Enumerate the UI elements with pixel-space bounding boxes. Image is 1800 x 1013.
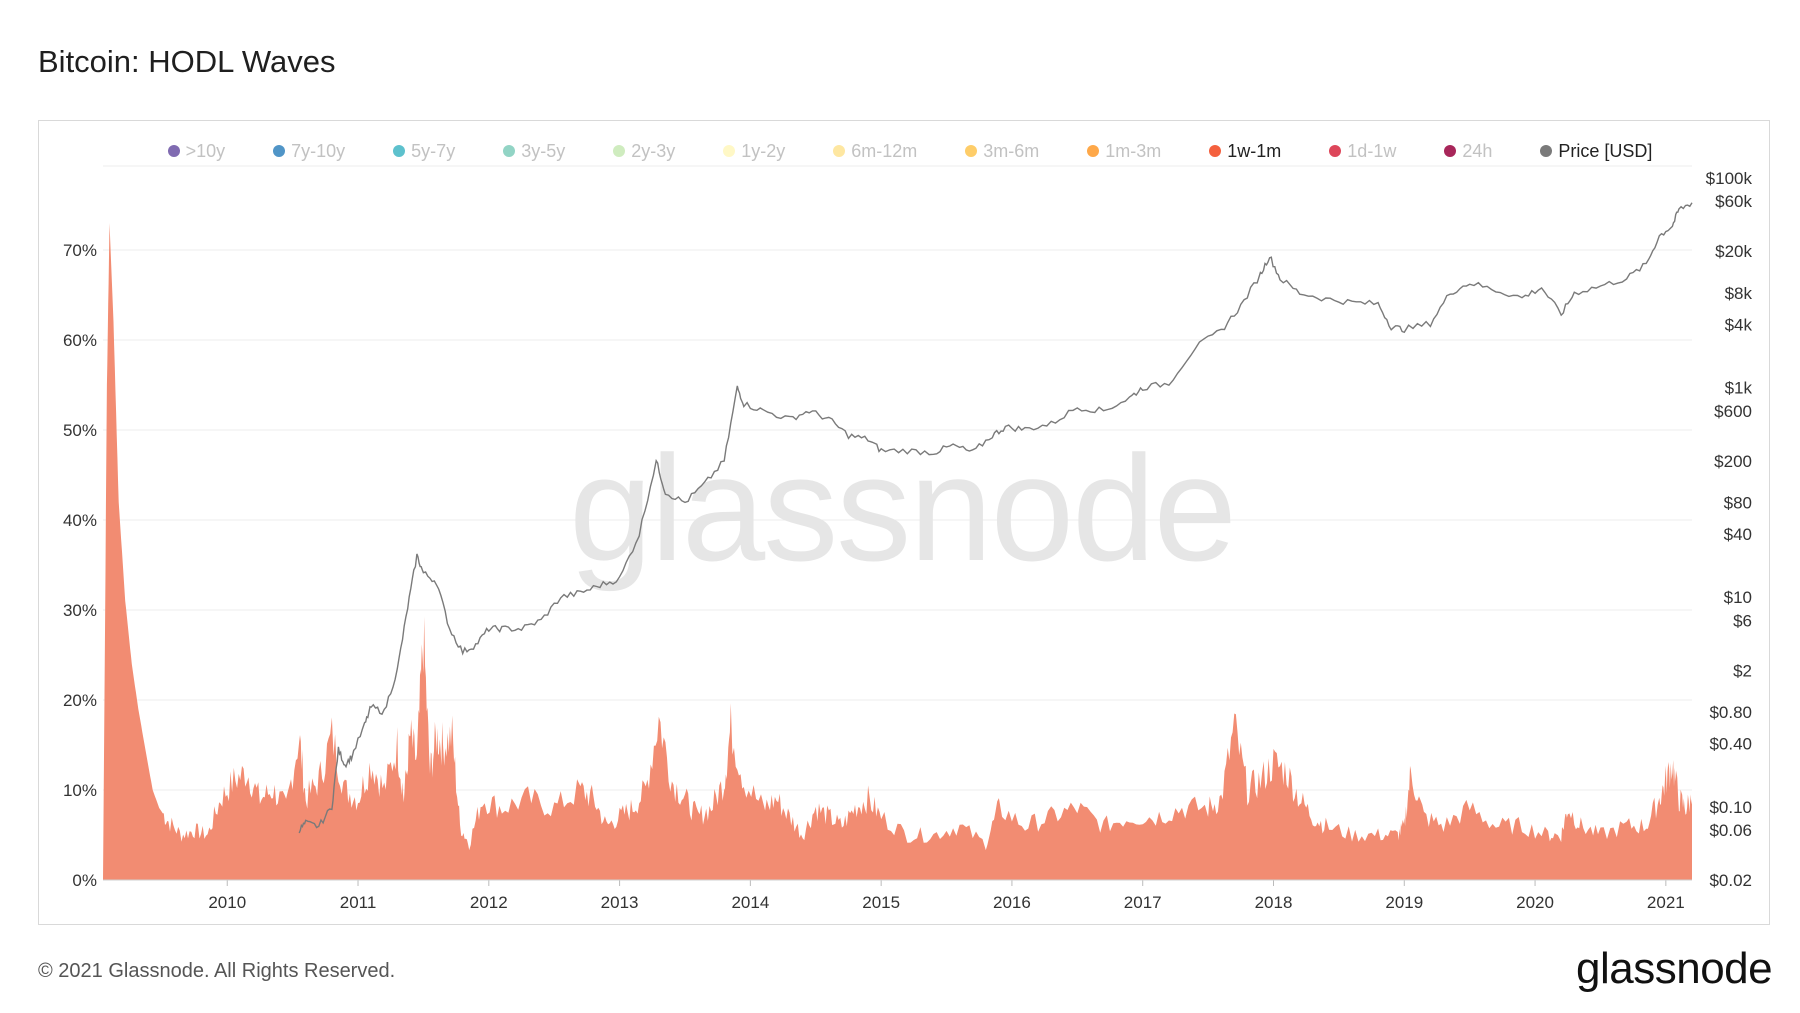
x-tick-label: 2012: [470, 893, 508, 912]
legend-label: 1d-1w: [1347, 140, 1397, 161]
x-tick-label: 2019: [1385, 893, 1423, 912]
legend-label: 3m-6m: [983, 140, 1040, 161]
series-1w-1m-area: [103, 223, 1692, 880]
legend-label: >10y: [185, 140, 226, 161]
legend-item[interactable]: 2y-3y: [613, 139, 675, 163]
x-tick-label: 2020: [1516, 893, 1554, 912]
legend-label: 1w-1m: [1227, 140, 1282, 161]
legend-dot: [393, 145, 406, 157]
x-tick-label: 2011: [340, 893, 377, 912]
y-right-tick-label: $0.02: [1709, 871, 1752, 890]
y-left-tick-label: 30%: [63, 601, 97, 620]
legend-dot: [723, 145, 736, 157]
y-left-tick-label: 50%: [63, 421, 97, 440]
x-tick-label: 2013: [601, 893, 639, 912]
legend-item[interactable]: 6m-12m: [833, 139, 917, 163]
grid-layer: [103, 165, 1692, 881]
y-right-tick-label: $0.80: [1709, 703, 1752, 722]
legend-item[interactable]: 3m-6m: [965, 139, 1039, 163]
legend-label: 5y-7y: [411, 140, 456, 161]
legend-dot: [273, 145, 286, 157]
y-right-tick-label: $0.10: [1709, 798, 1752, 817]
legend-dot: [833, 145, 846, 157]
legend-dot: [613, 145, 626, 157]
y-right-tick-label: $8k: [1725, 284, 1753, 303]
legend-dot: [1444, 145, 1457, 157]
legend-item[interactable]: 1d-1w: [1329, 139, 1396, 163]
series-price-line: [298, 202, 1693, 834]
x-tick-label: 2010: [208, 893, 246, 912]
legend-item[interactable]: 7y-10y: [273, 139, 345, 163]
y-right-tick-label: $80: [1724, 494, 1752, 513]
y-right-tick-label: $4k: [1725, 315, 1753, 334]
y-right-tick-label: $60k: [1715, 192, 1752, 211]
legend-item[interactable]: 5y-7y: [393, 139, 455, 163]
price-layer: [298, 202, 1693, 834]
legend-item[interactable]: 24h: [1444, 139, 1492, 163]
chart-title: Bitcoin: HODL Waves: [38, 44, 336, 79]
y-left-tick-label: 60%: [63, 331, 97, 350]
legend-dot: [1540, 145, 1553, 157]
x-tick-label: 2014: [731, 893, 769, 912]
legend-label: 3y-5y: [521, 140, 566, 161]
y-right-tick-label: $0.06: [1709, 821, 1752, 840]
glassnode-logo[interactable]: glassnode: [1576, 944, 1773, 993]
legend-item[interactable]: 1w-1m: [1209, 139, 1281, 163]
x-tick-label: 2018: [1255, 893, 1293, 912]
legend-item[interactable]: >10y: [167, 139, 226, 163]
legend-label: 24h: [1462, 140, 1493, 161]
y-right-tick-label: $600: [1714, 402, 1752, 421]
legend-dot: [1087, 145, 1100, 157]
chart-legend: >10y 7y-10y 5y-7y 3y-5y 2y-3y 1y-2y 6m-12m 3m-6…: [60, 139, 1760, 163]
y-left-tick-label: 40%: [63, 511, 97, 530]
legend-label: 6m-12m: [851, 140, 918, 161]
legend-dot: [167, 145, 180, 157]
area-layer: [103, 223, 1692, 880]
x-tick-label: 2021: [1647, 893, 1685, 912]
axis-layer: 0% 10% 20% 30% 40% 50% 60% 70% $0.02 $0.06 $0.10 $0…: [63, 169, 1753, 912]
legend-label: Price [USD]: [1558, 140, 1653, 161]
legend-dot: [1329, 145, 1342, 157]
y-right-tick-label: $20k: [1715, 242, 1752, 261]
x-tick-label: 2016: [993, 893, 1031, 912]
y-right-tick-label: $0.40: [1709, 735, 1752, 754]
legend-label: 7y-10y: [291, 140, 346, 161]
legend-dot: [503, 145, 516, 157]
y-right-tick-label: $6: [1733, 611, 1752, 630]
y-right-tick-label: $200: [1714, 452, 1752, 471]
legend-item[interactable]: 1m-3m: [1087, 139, 1161, 163]
legend-item[interactable]: 1y-2y: [723, 139, 785, 163]
x-tick-label: 2015: [862, 893, 900, 912]
y-left-tick-label: 0%: [72, 871, 97, 890]
y-left-tick-label: 70%: [63, 241, 97, 260]
legend-label: 1y-2y: [741, 140, 786, 161]
legend-dot: [965, 145, 978, 157]
y-right-tick-label: $40: [1724, 525, 1752, 544]
watermark: glassnode: [569, 424, 1235, 592]
legend-label: 1m-3m: [1105, 140, 1162, 161]
y-left-tick-label: 10%: [63, 781, 97, 800]
legend-label: 2y-3y: [631, 140, 676, 161]
y-right-tick-label: $1k: [1725, 379, 1753, 398]
footer-copyright: © 2021 Glassnode. All Rights Reserved.: [38, 960, 396, 982]
y-right-tick-label: $10: [1724, 588, 1752, 607]
y-right-tick-label: $100k: [1706, 169, 1753, 188]
legend-item[interactable]: 3y-5y: [503, 139, 565, 163]
legend-dot: [1209, 145, 1222, 157]
y-left-tick-label: 20%: [63, 691, 97, 710]
x-tick-label: 2017: [1124, 893, 1162, 912]
y-right-tick-label: $2: [1733, 661, 1752, 680]
legend-item[interactable]: Price [USD]: [1540, 139, 1652, 163]
